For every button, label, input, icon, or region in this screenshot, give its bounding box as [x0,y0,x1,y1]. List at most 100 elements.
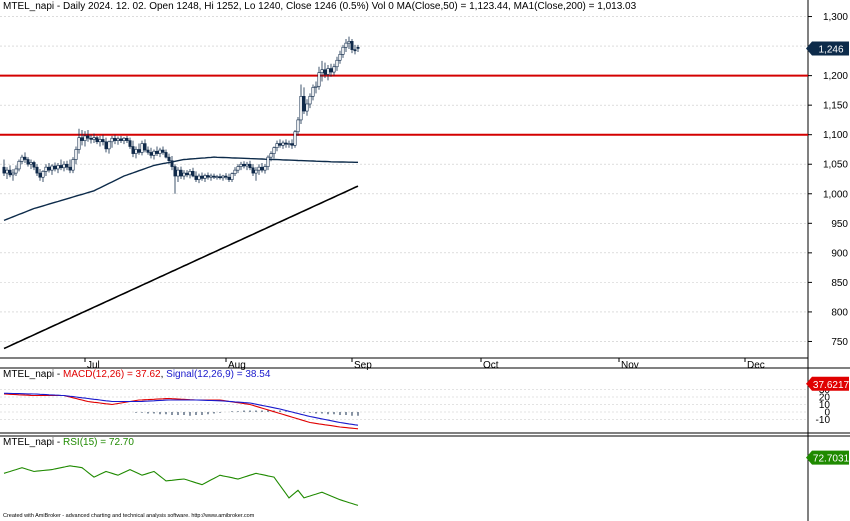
candle-body [53,165,57,170]
candle-body [152,150,156,156]
candle-body [83,135,87,141]
candle-body [134,149,138,154]
macd-panel-title: MTEL_napi - MACD(12,26) = 37.62, Signal(… [3,369,271,380]
price-tick-label: 1,200 [823,71,848,82]
candle-body [212,175,216,178]
candle-body [182,172,186,177]
candle-body [116,138,120,141]
candle-body [98,139,102,143]
candle-body [260,166,264,171]
candle-body [344,42,348,48]
candle-body [164,152,168,158]
candle-body [17,160,21,170]
candle-body [263,166,267,171]
candle-body [104,141,108,150]
candle-body [329,68,333,73]
candle-body [11,172,15,176]
candle-body [65,163,69,168]
price-tick-label: 800 [831,307,848,318]
candle-body [167,156,171,161]
candle-body [92,137,96,140]
candle-body [236,166,240,171]
candle-body [155,150,159,154]
candlesticks [2,36,360,194]
price-grid [0,16,808,342]
candle-body [254,169,258,174]
price-tick-label: 1,300 [823,12,848,23]
candle-body [290,143,294,146]
candle-body [332,66,336,73]
candle-body [200,175,204,179]
candle-body [41,171,45,178]
price-tick-label: 750 [831,337,848,348]
macd-label: MACD(12,26) = 37.62 [63,369,161,380]
candle-body [5,169,9,174]
candle-body [341,46,345,55]
candle-body [188,171,192,176]
value-badges: 1,246 37.6217 72.7031 [806,41,850,465]
candle-body [272,147,276,154]
candle-body [62,163,66,169]
candle-body [224,175,228,178]
candle-body [125,137,129,141]
candle-body [266,156,270,167]
rsi-panel-title: MTEL_napi - RSI(15) = 72.70 [3,437,134,448]
candle-body [74,149,78,160]
candle-body [230,173,234,180]
candle-body [110,137,114,143]
candle-body [194,175,198,180]
candle-body [38,172,42,178]
candle-body [161,149,165,153]
price-ticker: MTEL_napi [3,1,55,12]
candle-body [305,103,309,112]
candle-body [314,85,318,88]
candle-body [320,69,324,73]
candle-body [233,169,237,174]
date-tick-label: Oct [483,360,499,371]
candle-body [215,176,219,178]
candle-body [179,169,183,177]
macd-tick-label: 20 [819,393,831,404]
candle-body [119,138,123,141]
candle-body [278,143,282,146]
candle-body [242,163,246,167]
candle-body [47,166,51,171]
last-price-badge-bg [806,41,849,56]
price-tick-label: 1,050 [823,160,848,171]
candle-body [308,95,312,105]
candle-body [158,149,162,154]
candle-body [23,156,27,160]
ma200-path [3,185,359,350]
candle-body [311,87,315,97]
candle-body [26,159,30,165]
ma200-line [3,185,359,350]
candle-body [50,165,54,171]
candle-body [287,143,291,145]
candle-body [347,41,351,44]
candle-body [35,166,39,174]
rsi-line [0,435,850,506]
candle-body [95,137,99,143]
macd-tick-label: -10 [816,415,831,426]
macd-value-badge-bg [806,376,849,391]
candle-body [149,152,153,156]
candle-body [221,175,225,179]
candle-body [56,165,60,170]
macd-ticker: MTEL_napi - [3,369,64,380]
candle-body [137,149,141,153]
price-tick-label: 950 [831,219,848,230]
last-price-badge-text: 1,246 [818,44,843,55]
rsi-path [3,465,359,506]
candle-body [8,169,12,176]
candle-body [191,171,195,177]
date-tick-label: Aug [228,360,246,371]
candle-body [146,149,150,153]
footer-credit: Created with AmiBroker - advanced charti… [3,513,255,519]
rsi-value-badge-text: 72.7031 [813,454,850,465]
candle-body [269,153,273,158]
rsi-label: RSI(15) = 72.70 [63,437,134,448]
candle-body [113,137,117,141]
candle-body [29,162,33,165]
candle-body [350,41,354,50]
